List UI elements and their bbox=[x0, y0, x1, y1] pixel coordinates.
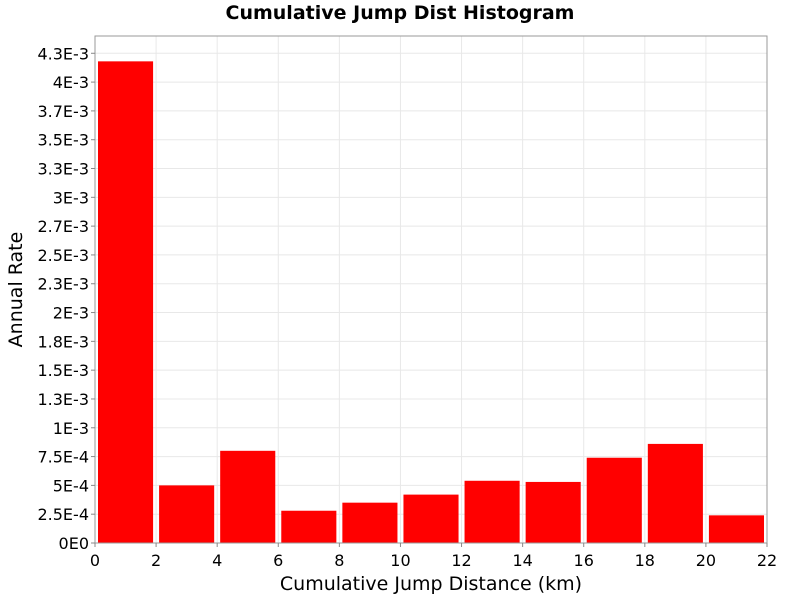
y-tick-label: 3E-3 bbox=[53, 188, 89, 207]
x-tick-label: 18 bbox=[635, 551, 655, 570]
y-tick-label: 1E-3 bbox=[53, 419, 89, 438]
histogram-bar bbox=[342, 502, 398, 543]
histogram-bar bbox=[98, 61, 154, 543]
x-tick-label: 6 bbox=[273, 551, 283, 570]
y-tick-label: 1.8E-3 bbox=[37, 332, 89, 351]
y-tick-label: 1.5E-3 bbox=[37, 361, 89, 380]
x-tick-label: 20 bbox=[696, 551, 716, 570]
x-tick-label: 22 bbox=[757, 551, 777, 570]
y-axis-label: Annual Rate bbox=[5, 232, 27, 348]
x-tick-label: 4 bbox=[212, 551, 222, 570]
chart-title: Cumulative Jump Dist Histogram bbox=[225, 2, 575, 24]
y-tick-label: 5E-4 bbox=[53, 476, 89, 495]
x-tick-label: 10 bbox=[390, 551, 410, 570]
bars bbox=[98, 61, 764, 543]
x-tick-label: 16 bbox=[574, 551, 594, 570]
x-axis-ticks: 0 2 4 6 8 10 12 14 16 18 20 22 bbox=[90, 543, 777, 570]
y-tick-label: 3.7E-3 bbox=[37, 102, 89, 121]
y-tick-label: 2.7E-3 bbox=[37, 217, 89, 236]
y-axis-ticks: 0E0 2.5E-4 5E-4 7.5E-4 1E-3 1.3E-3 1.5E-3 1.8E-… bbox=[37, 44, 95, 553]
y-tick-label: 7.5E-4 bbox=[37, 448, 89, 467]
x-tick-label: 14 bbox=[512, 551, 532, 570]
histogram-bar bbox=[525, 481, 581, 543]
x-tick-label: 0 bbox=[90, 551, 100, 570]
y-tick-label: 4E-3 bbox=[53, 73, 89, 92]
histogram-bar bbox=[220, 450, 276, 543]
x-axis-label: Cumulative Jump Distance (km) bbox=[280, 573, 582, 595]
y-tick-label: 3.5E-3 bbox=[37, 131, 89, 150]
y-tick-label: 4.3E-3 bbox=[37, 44, 89, 63]
x-tick-label: 12 bbox=[451, 551, 471, 570]
y-tick-label: 2.3E-3 bbox=[37, 275, 89, 294]
y-tick-label: 0E0 bbox=[59, 534, 89, 553]
histogram-bar bbox=[464, 480, 520, 543]
histogram-bar bbox=[708, 515, 764, 543]
y-tick-label: 2.5E-3 bbox=[37, 246, 89, 265]
x-tick-label: 8 bbox=[334, 551, 344, 570]
plot-frame bbox=[94, 35, 768, 544]
y-tick-label: 3.3E-3 bbox=[37, 160, 89, 179]
histogram-bar bbox=[586, 457, 642, 543]
y-tick-label: 2E-3 bbox=[53, 304, 89, 323]
y-tick-label: 1.3E-3 bbox=[37, 390, 89, 409]
histogram-bar bbox=[403, 494, 459, 543]
histogram-bar bbox=[281, 510, 337, 543]
y-tick-label: 2.5E-4 bbox=[37, 505, 89, 524]
histogram-bar bbox=[159, 485, 215, 543]
x-tick-label: 2 bbox=[151, 551, 161, 570]
histogram-bar bbox=[647, 443, 703, 543]
